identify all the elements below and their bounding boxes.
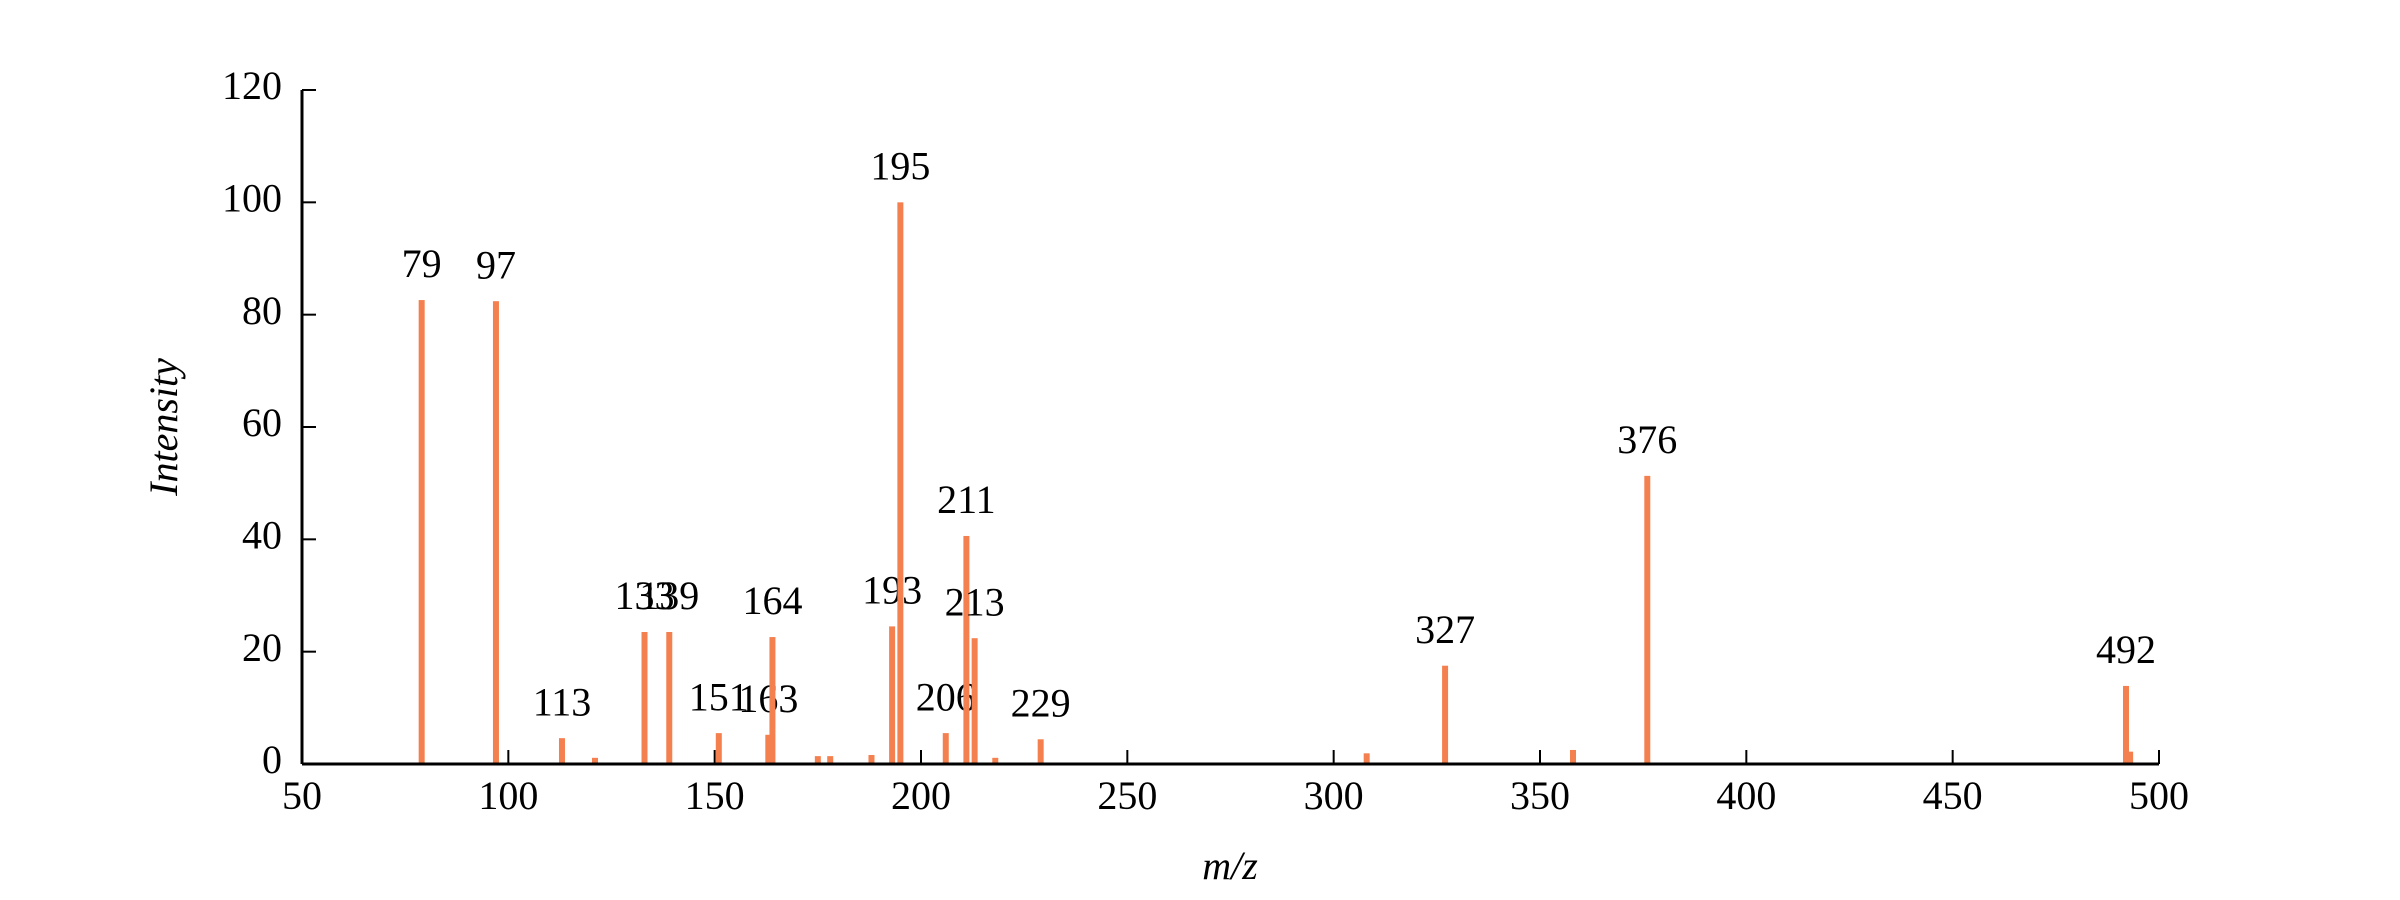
peak: [1442, 665, 1449, 764]
peak: [641, 632, 648, 764]
peak: [1037, 739, 1044, 764]
y-tick-label: 80: [242, 288, 282, 333]
peak: [971, 638, 978, 764]
x-tick-label: 50: [282, 773, 322, 818]
x-tick-label: 250: [1097, 773, 1157, 818]
peak-label: 376: [1617, 417, 1677, 462]
peak-label: 327: [1415, 607, 1475, 652]
peak-label: 193: [862, 568, 922, 613]
peak-label: 195: [870, 144, 930, 189]
peak: [418, 300, 425, 764]
x-tick-label: 350: [1510, 773, 1570, 818]
peak: [814, 756, 821, 764]
x-tick-label: 200: [891, 773, 951, 818]
x-tick-label: 300: [1304, 773, 1364, 818]
peak-label: 229: [1011, 680, 1071, 725]
peak-label: 113: [533, 679, 592, 724]
peak-label: 211: [937, 477, 996, 522]
peak: [963, 535, 970, 764]
peak-label: 492: [2096, 627, 2156, 672]
peak: [769, 637, 776, 764]
peak: [942, 733, 949, 764]
y-tick-label: 60: [242, 400, 282, 445]
peak: [2122, 685, 2129, 764]
peak-label: 213: [945, 579, 1005, 624]
peak: [765, 734, 772, 764]
peak-label: 139: [639, 573, 699, 618]
peak: [715, 733, 722, 764]
y-tick-label: 120: [222, 63, 282, 108]
x-axis-title: m/z: [1202, 843, 1258, 888]
x-tick-label: 500: [2129, 773, 2189, 818]
x-tick-label: 100: [478, 773, 538, 818]
peak: [992, 757, 999, 764]
peak: [591, 757, 598, 764]
y-tick-label: 100: [222, 176, 282, 221]
y-tick-label: 40: [242, 513, 282, 558]
peak-label: 97: [476, 242, 516, 287]
peak-label: 151: [689, 674, 749, 719]
peak: [1363, 753, 1370, 764]
peak: [2127, 751, 2134, 764]
peak-label: 164: [742, 578, 802, 623]
peak-label: 79: [402, 241, 442, 286]
peak-label: 163: [738, 676, 798, 721]
y-axis-title: Intensity: [141, 358, 186, 497]
peak: [868, 755, 875, 764]
peak: [889, 626, 896, 764]
peak: [1570, 749, 1577, 764]
peak: [492, 301, 499, 764]
y-tick-label: 0: [262, 737, 282, 782]
peak: [1644, 475, 1651, 764]
x-tick-label: 150: [685, 773, 745, 818]
peak: [827, 756, 834, 764]
x-tick-label: 400: [1716, 773, 1776, 818]
peak: [666, 632, 673, 764]
peak: [558, 738, 565, 764]
x-tick-label: 450: [1923, 773, 1983, 818]
peak-label: 133: [615, 573, 675, 618]
y-tick-label: 20: [242, 625, 282, 670]
peak: [897, 202, 904, 765]
